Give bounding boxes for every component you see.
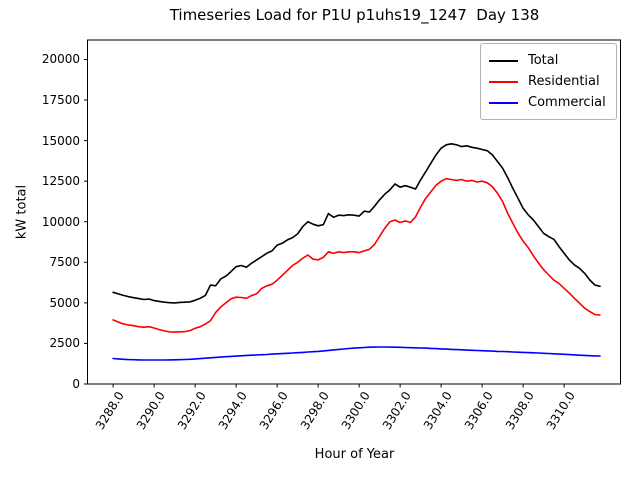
y-tick-label: 20000: [41, 52, 80, 67]
y-tick-label: 15000: [41, 133, 80, 148]
chart-title: Timeseries Load for P1U p1uhs19_1247 Day…: [169, 6, 540, 24]
legend-entry-commercial: Commercial: [489, 92, 608, 113]
y-tick-label: 5000: [49, 295, 80, 310]
legend: Total Residential Commercial: [480, 43, 617, 120]
y-tick-label: 0: [72, 377, 80, 391]
y-tick-label: 2500: [49, 336, 80, 351]
legend-label: Commercial: [528, 95, 606, 110]
legend-line-total: [489, 59, 518, 62]
x-axis-label: Hour of Year: [314, 447, 395, 462]
legend-entry-residential: Residential: [489, 71, 608, 92]
legend-line-residential: [489, 80, 518, 83]
y-tick-label: 12500: [41, 174, 80, 189]
legend-entry-total: Total: [489, 50, 608, 71]
y-tick-label: 17500: [41, 93, 80, 108]
legend-label: Total: [528, 53, 559, 68]
series-line-commercial: [112, 346, 601, 361]
y-axis-label: kW total: [14, 184, 30, 240]
legend-label: Residential: [528, 74, 600, 89]
series-line-residential: [112, 177, 601, 333]
y-tick-label: 7500: [49, 255, 80, 270]
series-line-total: [112, 143, 601, 304]
legend-line-commercial: [489, 101, 518, 104]
y-tick-label: 10000: [41, 214, 80, 229]
